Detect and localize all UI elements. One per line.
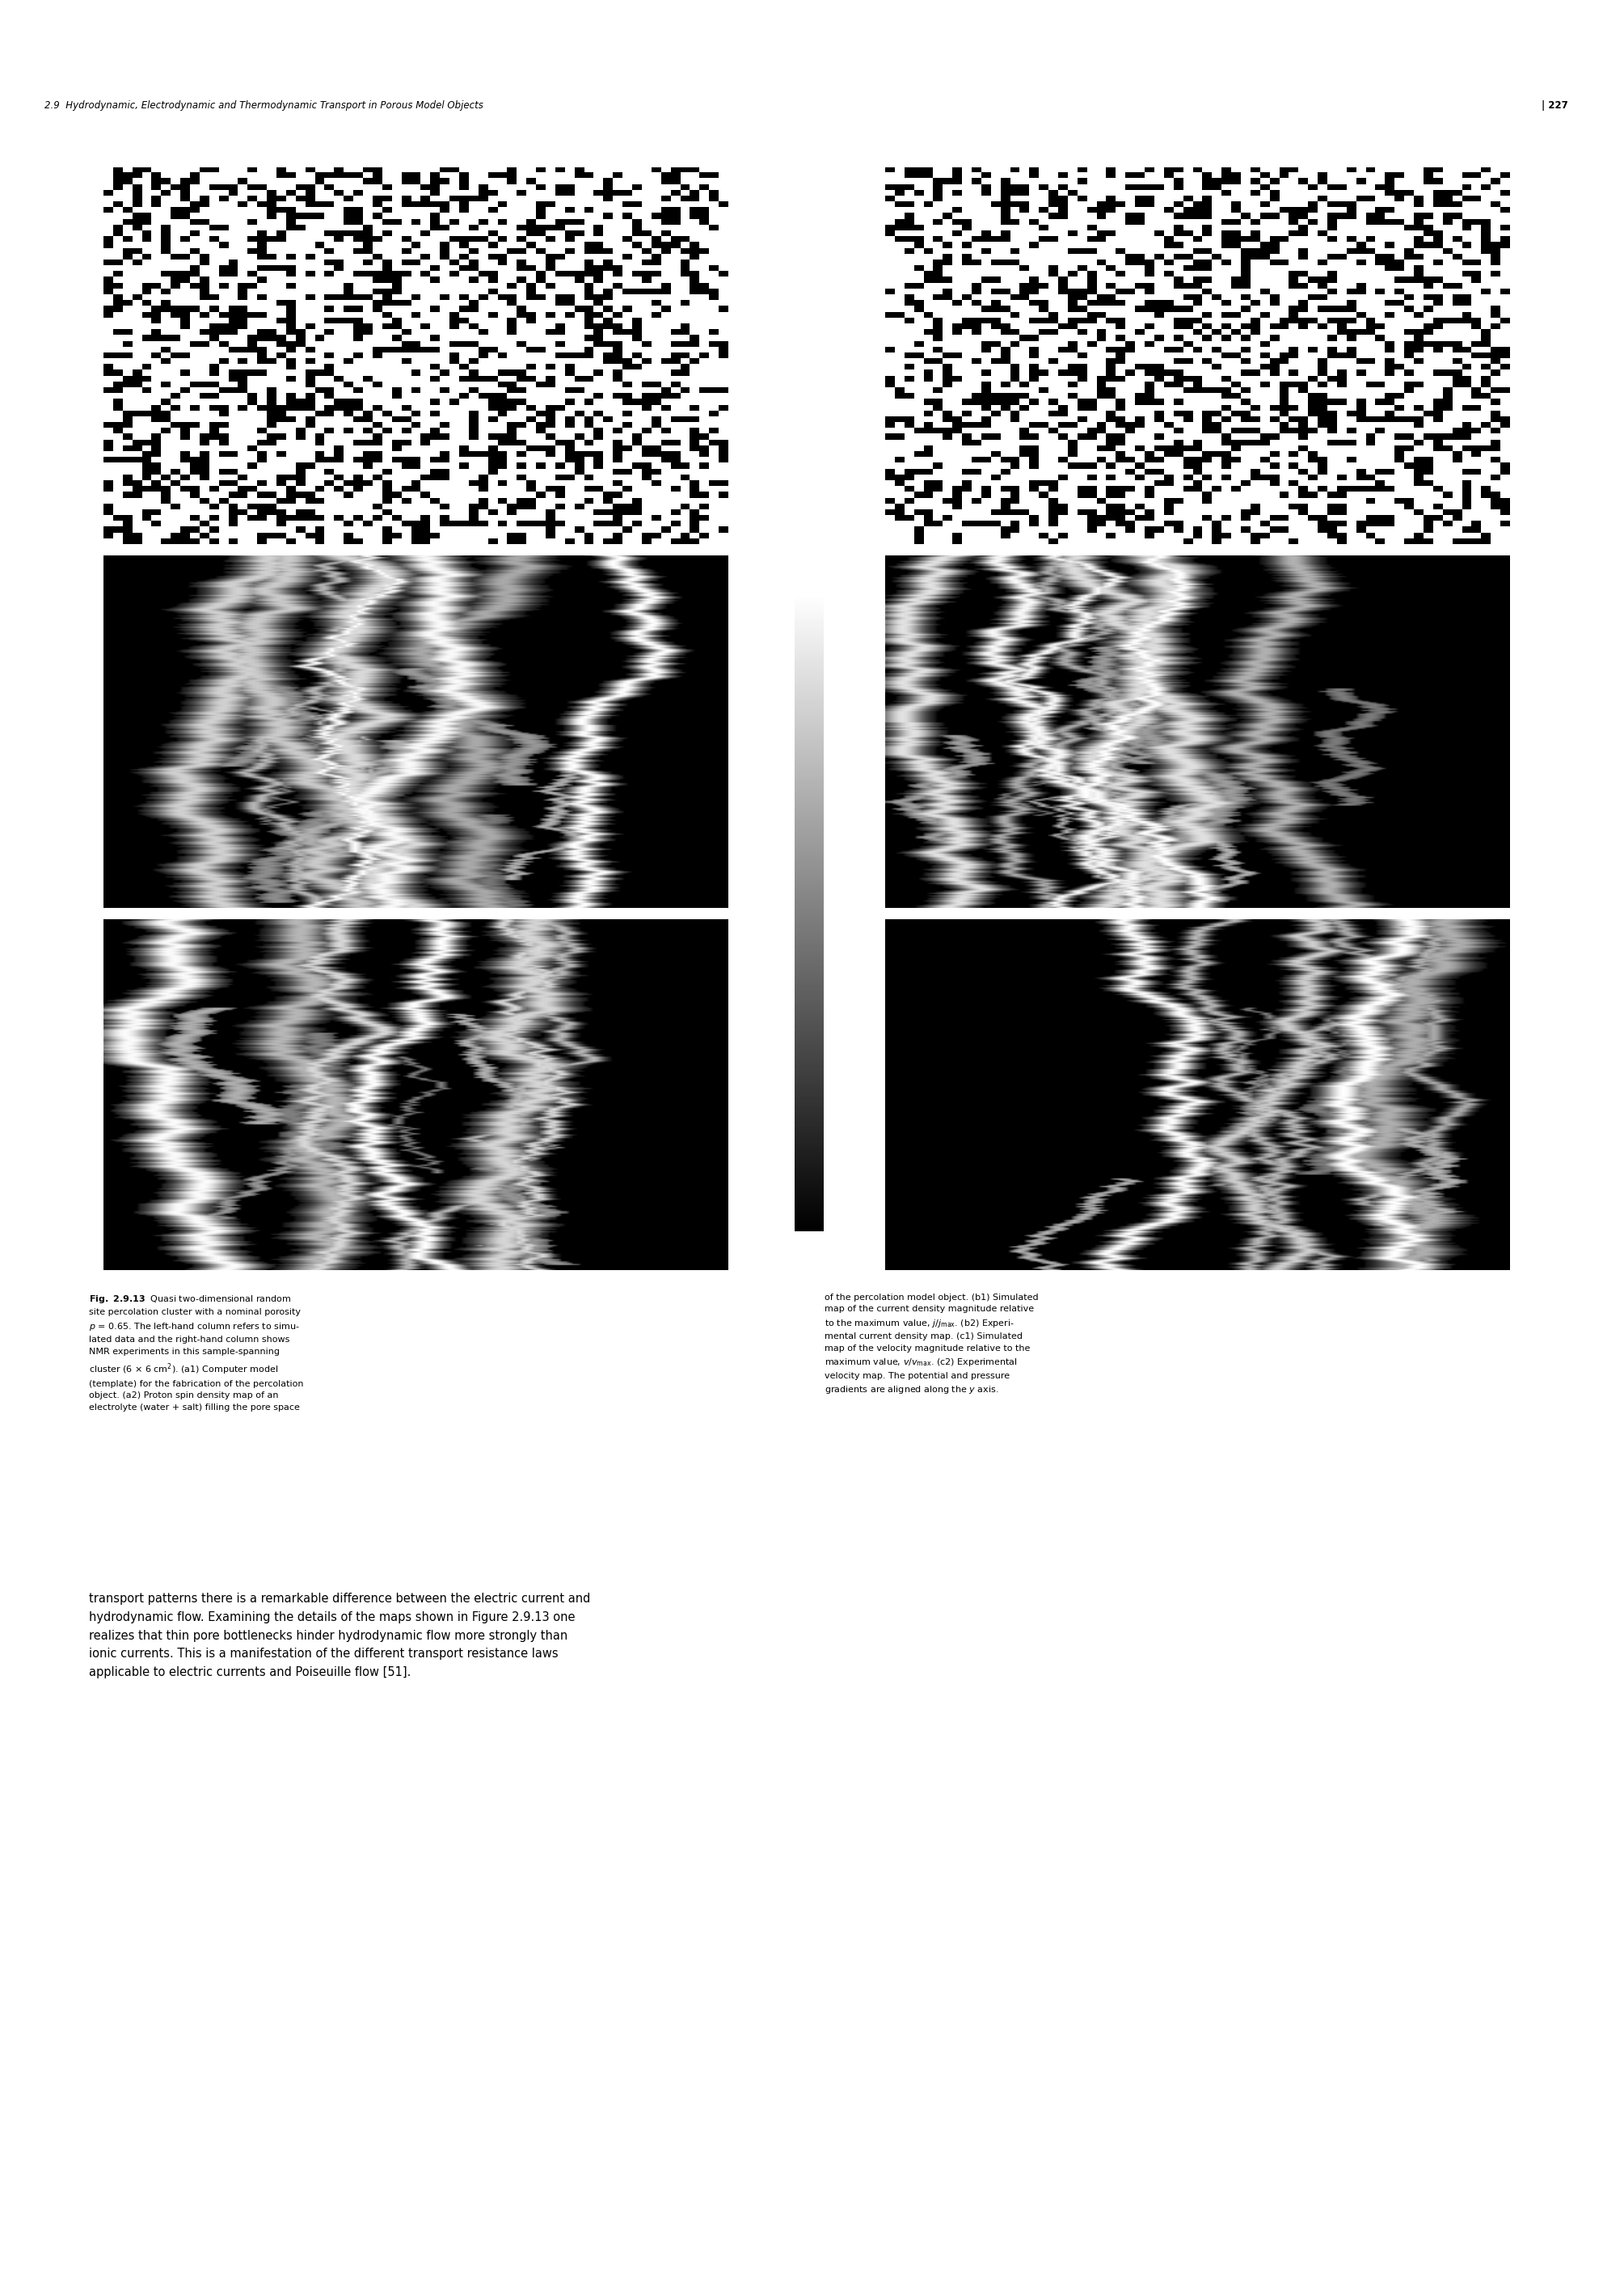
Text: x: x (893, 479, 898, 486)
Text: p=0.65: p=0.65 (541, 172, 580, 183)
Text: (a1): (a1) (117, 172, 140, 183)
Text: transport patterns there is a remarkable difference between the electric current: transport patterns there is a remarkable… (89, 1593, 591, 1678)
Text: (a2): (a2) (1481, 172, 1502, 183)
Text: 20mm: 20mm (182, 626, 211, 633)
Text: 2.9  Hydrodynamic, Electrodynamic and Thermodynamic Transport in Porous Model Ob: 2.9 Hydrodynamic, Electrodynamic and The… (44, 101, 484, 110)
Text: (b1): (b1) (117, 562, 140, 571)
Text: (c2): (c2) (1481, 924, 1502, 935)
Text: $\mathbf{Fig.\ 2.9.13}$  Quasi two-dimensional random
site percolation cluster w: $\mathbf{Fig.\ 2.9.13}$ Quasi two-dimens… (89, 1293, 304, 1412)
Text: 0: 0 (838, 1199, 844, 1208)
Text: 1: 1 (838, 605, 844, 617)
Text: | 227: | 227 (1541, 101, 1569, 110)
Text: (b2): (b2) (1479, 562, 1502, 571)
Text: (c1): (c1) (117, 924, 138, 935)
Text: of the percolation model object. (b1) Simulated
map of the current density magni: of the percolation model object. (b1) Si… (825, 1293, 1038, 1396)
Text: y: y (778, 385, 783, 394)
